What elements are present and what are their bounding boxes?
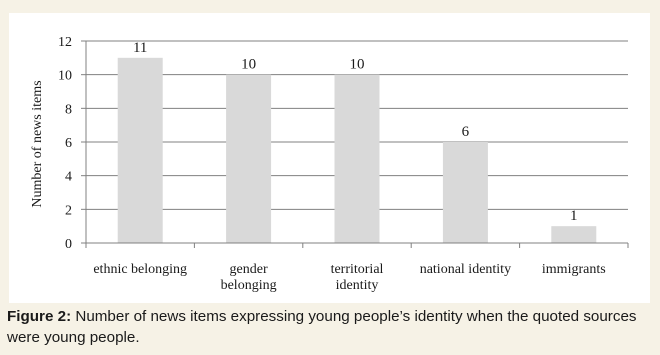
data-label: 10 <box>241 57 256 73</box>
data-label: 11 <box>133 40 147 56</box>
bar <box>334 74 380 243</box>
x-tick-label-line: belonging <box>221 278 277 293</box>
y-tick-label: 8 <box>65 102 72 117</box>
x-tick-label-line: gender <box>230 262 268 277</box>
x-tick-label: gender belonging <box>221 262 277 293</box>
bar <box>551 226 597 243</box>
figure-caption: Figure 2: Number of news items expressin… <box>7 306 655 348</box>
bar <box>442 142 488 243</box>
x-tick-label: ethnic belonging <box>93 262 187 277</box>
x-tick-label-line: ethnic belonging <box>93 262 187 277</box>
x-tick-label-line: immigrants <box>542 262 606 277</box>
data-label: 10 <box>350 57 365 73</box>
bar-chart: 0 2 4 6 8 10 12 11 ethnic belonging 10 gender belon… <box>30 35 629 293</box>
y-tick-label: 2 <box>65 203 72 218</box>
x-tick-label: immigrants <box>542 262 606 277</box>
x-tick-label: national identity <box>420 262 511 277</box>
y-tick-label: 4 <box>65 170 72 185</box>
data-label: 6 <box>462 124 470 140</box>
bar <box>117 57 163 244</box>
y-tick-label: 10 <box>58 69 72 84</box>
x-tick-label: territorial identity <box>331 262 384 293</box>
caption-text: Number of news items expressing young pe… <box>7 308 637 346</box>
x-tick-label-line: identity <box>336 278 379 293</box>
y-tick-label: 6 <box>65 136 72 151</box>
y-tick-label: 12 <box>58 35 72 50</box>
x-tick-label-line: national identity <box>420 262 511 277</box>
y-axis-title: Number of news items <box>30 80 45 207</box>
caption-label: Figure 2: <box>7 308 72 325</box>
x-tick-label-line: territorial <box>331 262 384 277</box>
y-tick-label: 0 <box>65 237 72 252</box>
chart-panel: 0 2 4 6 8 10 12 11 ethnic belonging 10 gender belon… <box>9 13 650 303</box>
bar <box>226 74 272 243</box>
data-label: 1 <box>570 208 578 224</box>
